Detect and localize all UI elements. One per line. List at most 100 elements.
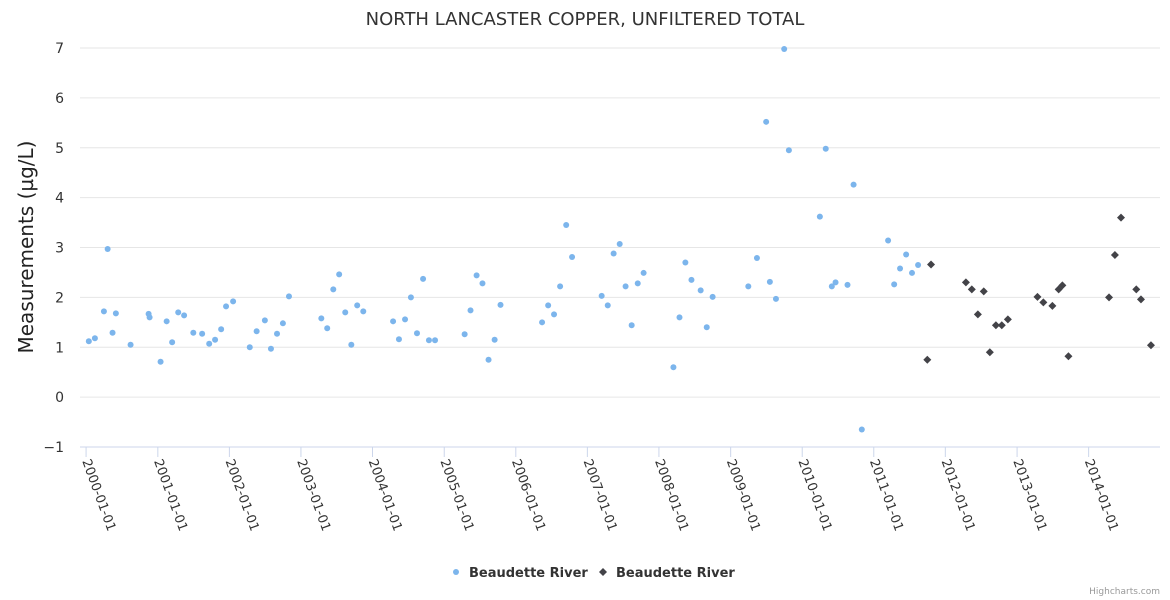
- data-point: [1058, 281, 1067, 290]
- data-point: [91, 335, 98, 342]
- data-point: [967, 285, 976, 294]
- data-point: [402, 316, 409, 323]
- data-point: [569, 253, 576, 260]
- data-point: [979, 287, 988, 296]
- data-point: [112, 310, 119, 317]
- data-point: [230, 298, 237, 305]
- data-point: [1003, 315, 1012, 324]
- y-axis-ticks: −1 0 1 2 3 4 5 6 7: [43, 41, 64, 456]
- data-point: [781, 45, 788, 52]
- data-point: [676, 314, 683, 321]
- data-point: [539, 319, 546, 326]
- data-point: [610, 250, 617, 257]
- data-point: [682, 259, 689, 266]
- data-point: [961, 278, 970, 287]
- credits-link[interactable]: Highcharts.com: [1089, 587, 1160, 597]
- y-tick-label: −1: [43, 440, 64, 456]
- data-point: [1136, 295, 1145, 304]
- data-point: [395, 336, 402, 343]
- data-point: [85, 338, 92, 345]
- data-point: [206, 340, 213, 347]
- data-point: [175, 309, 182, 316]
- legend-item-series-1[interactable]: Beaudette River: [453, 566, 588, 581]
- data-point: [279, 320, 286, 327]
- data-point: [557, 283, 564, 290]
- data-point: [598, 292, 605, 299]
- data-point: [915, 261, 922, 268]
- data-point: [753, 254, 760, 261]
- data-point: [927, 260, 936, 269]
- data-point: [190, 329, 197, 336]
- data-point: [318, 315, 325, 322]
- data-point: [897, 265, 904, 272]
- legend[interactable]: Beaudette River Beaudette River: [453, 566, 735, 581]
- data-point: [1105, 293, 1114, 302]
- legend-marker-circle: [453, 569, 459, 575]
- data-point: [891, 281, 898, 288]
- data-point: [844, 281, 851, 288]
- data-point: [772, 295, 779, 302]
- data-point: [985, 348, 994, 357]
- data-point: [997, 321, 1006, 330]
- data-point: [709, 293, 716, 300]
- data-point: [360, 308, 367, 315]
- data-point: [324, 325, 331, 332]
- data-point: [127, 341, 134, 348]
- data-point: [903, 251, 910, 258]
- data-point: [973, 310, 982, 319]
- chart-title: NORTH LANCASTER COPPER, UNFILTERED TOTAL: [366, 9, 805, 30]
- data-point: [181, 312, 188, 319]
- data-point: [616, 241, 623, 248]
- data-point: [461, 331, 468, 338]
- data-point: [163, 318, 170, 325]
- data-point: [822, 145, 829, 152]
- data-point: [330, 286, 337, 293]
- data-point: [622, 283, 629, 290]
- data-point: [285, 293, 292, 300]
- legend-label-series-2: Beaudette River: [616, 566, 735, 581]
- data-point: [745, 283, 752, 290]
- data-point: [545, 302, 552, 309]
- data-point: [432, 337, 439, 344]
- data-point: [261, 317, 268, 324]
- legend-item-series-2[interactable]: Beaudette River: [599, 566, 735, 581]
- data-point: [169, 339, 176, 346]
- data-point: [390, 318, 397, 325]
- gridlines: [80, 47, 1160, 398]
- y-tick-label: 5: [55, 141, 64, 157]
- data-point: [909, 269, 916, 276]
- data-point: [342, 309, 349, 316]
- data-point: [479, 280, 486, 287]
- y-tick-label: 3: [55, 241, 64, 257]
- data-point: [246, 344, 253, 351]
- data-point: [885, 237, 892, 244]
- data-point: [212, 336, 219, 343]
- data-point: [274, 330, 281, 337]
- data-point: [670, 364, 677, 371]
- data-point: [1132, 285, 1141, 294]
- data-points: [85, 45, 1155, 433]
- data-point: [828, 283, 835, 290]
- data-point: [703, 324, 710, 331]
- data-point: [991, 321, 1000, 330]
- data-point: [497, 301, 504, 308]
- data-point: [485, 356, 492, 363]
- data-point: [348, 341, 355, 348]
- data-point: [425, 337, 432, 344]
- data-point: [563, 222, 570, 229]
- data-point: [267, 345, 274, 352]
- data-point: [253, 328, 260, 335]
- y-tick-label: 4: [55, 191, 64, 207]
- data-point: [697, 287, 704, 294]
- data-point: [420, 275, 427, 282]
- y-tick-label: 2: [55, 290, 64, 306]
- data-point: [1064, 352, 1073, 361]
- data-point: [1048, 301, 1057, 310]
- data-point: [467, 307, 474, 314]
- y-tick-label: 1: [55, 340, 64, 356]
- data-point: [628, 322, 635, 329]
- data-point: [157, 358, 164, 365]
- data-point: [640, 269, 647, 276]
